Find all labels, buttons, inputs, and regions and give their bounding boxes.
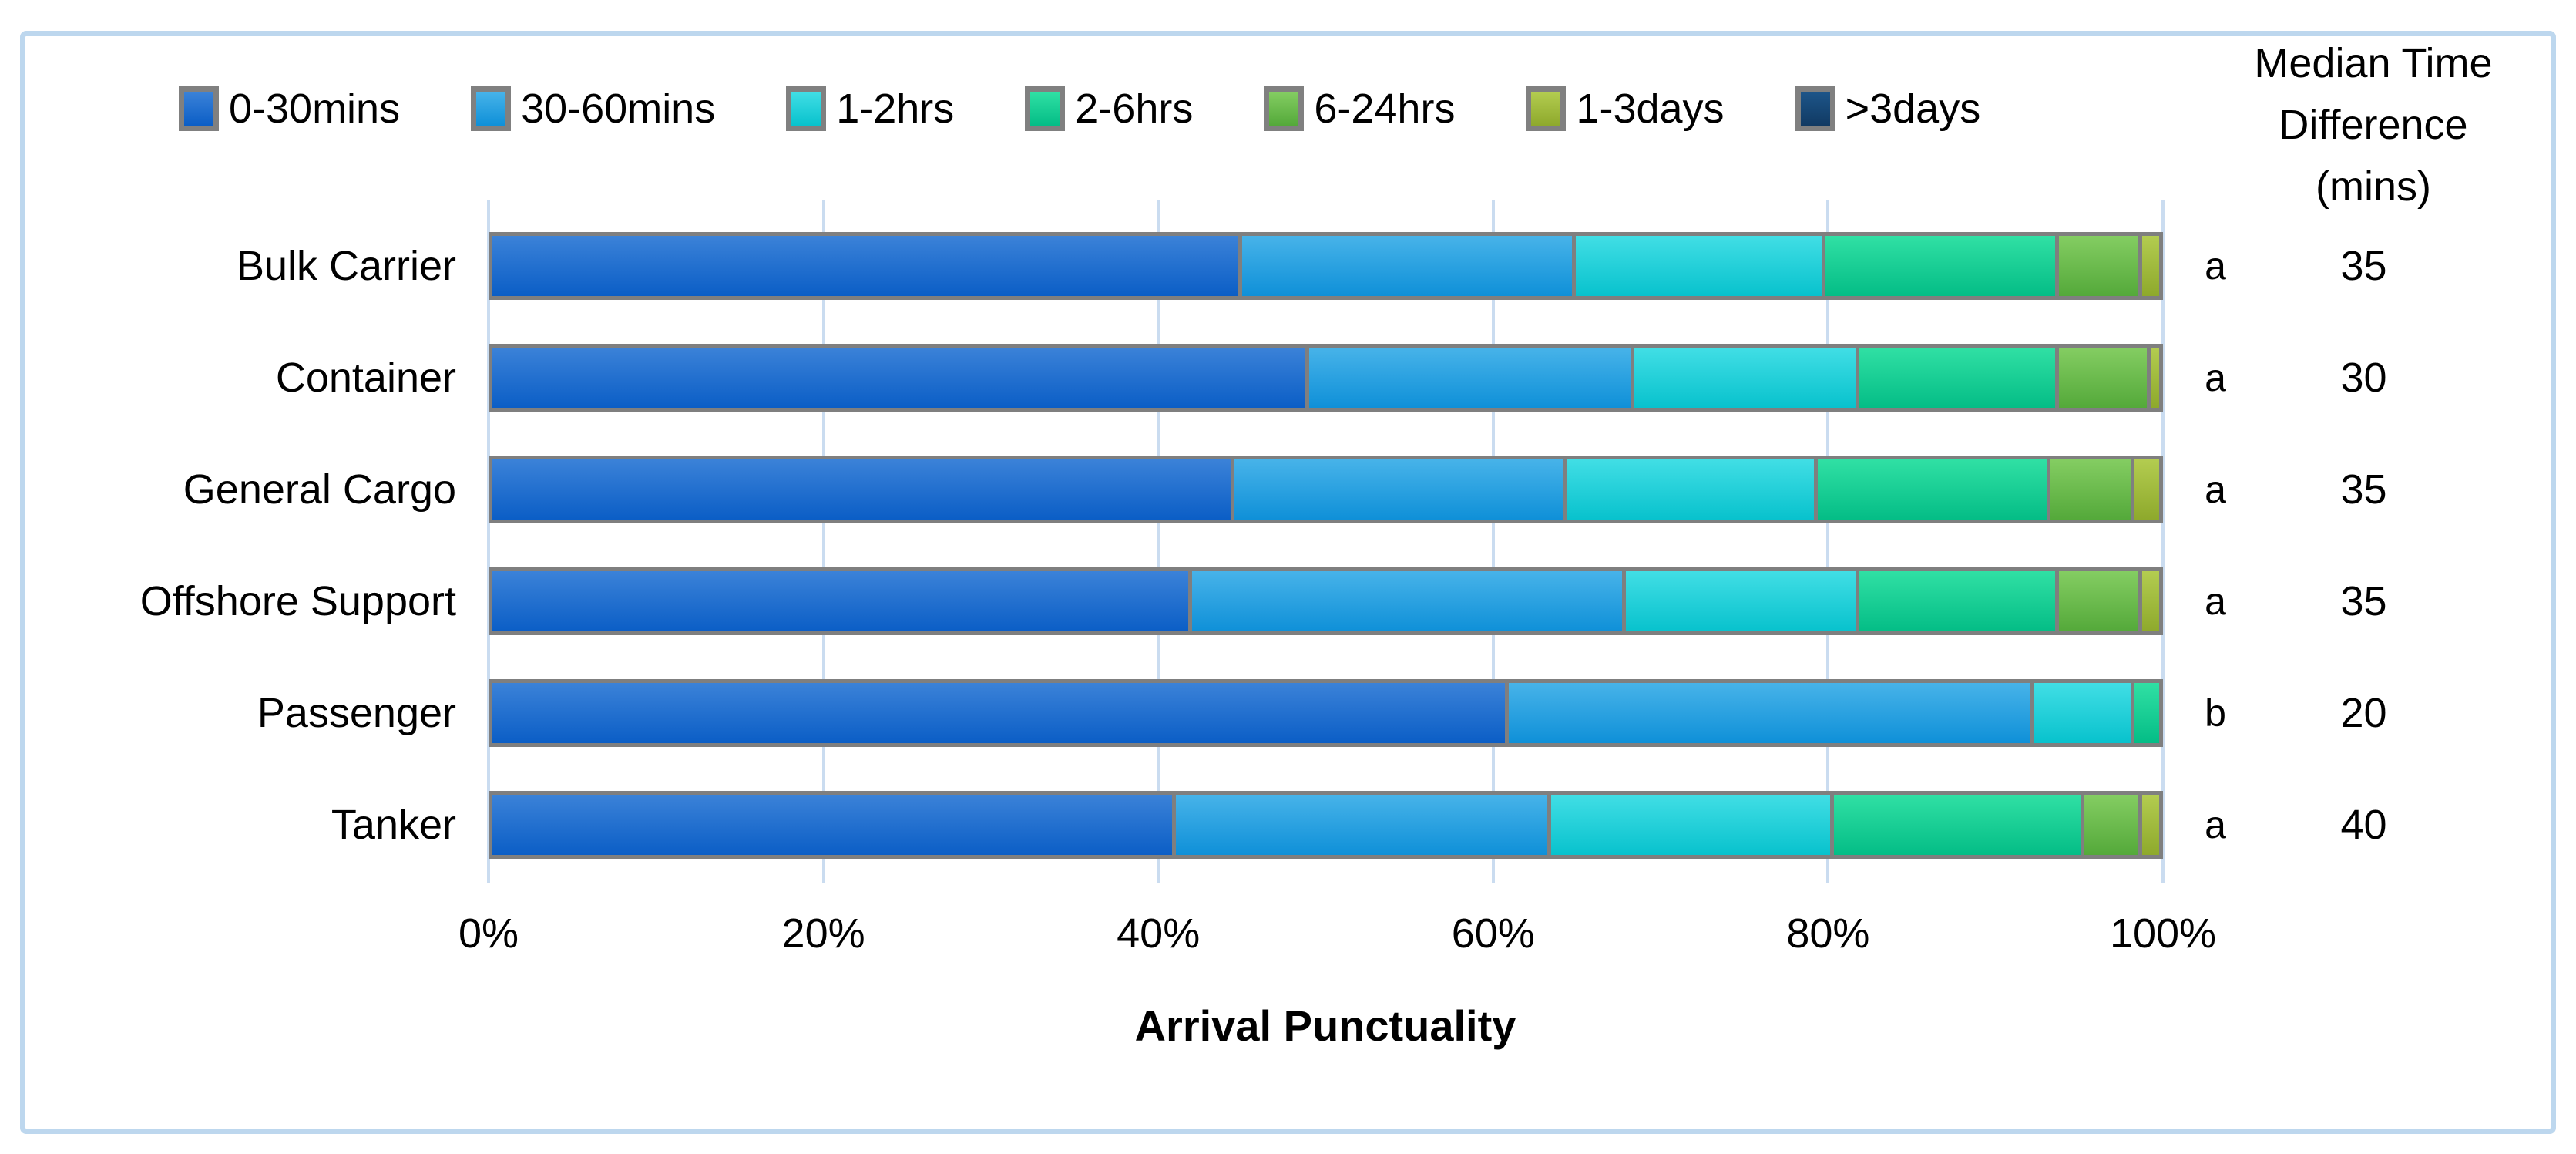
- stacked-bar: [489, 679, 2163, 747]
- legend-item-label: >3days: [1845, 86, 1981, 132]
- bar-segment-1-3days: [2142, 236, 2159, 296]
- bar-segment-6-24hrs: [2084, 795, 2143, 855]
- legend-item-label: 1-3days: [1576, 86, 1725, 132]
- bar-segment-30-60mins: [1192, 571, 1626, 631]
- legend-swatch-icon: [1025, 86, 1066, 131]
- bar-segment-6-24hrs: [2050, 459, 2134, 520]
- category-label: Passenger: [257, 690, 456, 736]
- bar-segment-0-30mins: [492, 795, 1176, 855]
- legend-item-label: 30-60mins: [521, 86, 716, 132]
- bar-segment-0-30mins: [492, 348, 1309, 408]
- bar-segment-6-24hrs: [2059, 348, 2151, 408]
- x-axis-tick: 80%: [1786, 910, 1870, 957]
- bar-segment-1-2hrs: [1634, 348, 1859, 408]
- legend-swatch-icon: [1795, 86, 1835, 131]
- median-value: 20: [2340, 690, 2387, 736]
- median-value: 35: [2340, 578, 2387, 624]
- gridline: [1826, 200, 1830, 883]
- stacked-bar: [489, 232, 2163, 300]
- category-label: Tanker: [331, 802, 456, 848]
- x-axis-title: Arrival Punctuality: [1134, 1001, 1516, 1050]
- gridline: [2161, 200, 2165, 883]
- median-value: 35: [2340, 243, 2387, 289]
- x-axis-tick: 0%: [458, 910, 519, 957]
- legend-swatch-icon: [1264, 86, 1305, 131]
- median-value: 30: [2340, 355, 2387, 401]
- median-header-line1: Median Time: [2254, 40, 2493, 86]
- median-header-line3: (mins): [2316, 163, 2431, 210]
- category-label: General Cargo: [183, 466, 456, 513]
- gridline: [487, 200, 490, 883]
- bar-segment-1-3days: [2142, 795, 2159, 855]
- bar-segment-1-2hrs: [1550, 795, 1835, 855]
- bar-segment-30-60mins: [1175, 795, 1551, 855]
- category-label: Offshore Support: [139, 578, 456, 624]
- bar-segment-30-60mins: [1509, 683, 2034, 743]
- gridline: [1491, 200, 1495, 883]
- bar-segment-0-30mins: [492, 683, 1510, 743]
- significance-letter: a: [2205, 580, 2226, 623]
- bar-segment-1-2hrs: [2034, 683, 2134, 743]
- bar-segment-2-6hrs: [1825, 236, 2060, 296]
- legend-swatch-icon: [179, 86, 219, 131]
- legend-swatch-icon: [786, 86, 827, 131]
- legend-item: 1-2hrs: [786, 83, 954, 134]
- bar-segment-2-6hrs: [1859, 348, 2060, 408]
- significance-letter: a: [2205, 244, 2226, 288]
- gridline: [821, 200, 825, 883]
- median-value: 40: [2340, 802, 2387, 848]
- bar-segment-0-30mins: [492, 236, 1243, 296]
- bar-segment-0-30mins: [492, 571, 1193, 631]
- bar-segment-2-6hrs: [2134, 683, 2159, 743]
- stacked-bar: [489, 567, 2163, 635]
- stacked-bar: [489, 791, 2163, 859]
- bar-segment-2-6hrs: [1859, 571, 2060, 631]
- legend-item-label: 6-24hrs: [1314, 86, 1456, 132]
- legend-item: 2-6hrs: [1025, 83, 1193, 134]
- legend-swatch-icon: [471, 86, 512, 131]
- bar-segment-30-60mins: [1234, 459, 1568, 520]
- bar-segment-30-60mins: [1308, 348, 1634, 408]
- bar-segment-2-6hrs: [1834, 795, 2084, 855]
- significance-letter: a: [2205, 803, 2226, 846]
- legend-item-label: 0-30mins: [229, 86, 401, 132]
- legend-item: 0-30mins: [179, 83, 400, 134]
- legend-item-label: 2-6hrs: [1075, 86, 1194, 132]
- legend-swatch-icon: [1526, 86, 1567, 131]
- bar-segment-2-6hrs: [1817, 459, 2051, 520]
- legend-item: 30-60mins: [471, 83, 715, 134]
- bar-segment-1-2hrs: [1567, 459, 1818, 520]
- stacked-bar: [489, 344, 2163, 412]
- median-value: 35: [2340, 466, 2387, 513]
- significance-letter: a: [2205, 356, 2226, 399]
- category-label: Bulk Carrier: [236, 243, 456, 289]
- bar-segment-0-30mins: [492, 459, 1234, 520]
- legend-item: >3days: [1795, 83, 1981, 134]
- bar-segment-1-2hrs: [1575, 236, 1826, 296]
- bar-segment-1-2hrs: [1625, 571, 1859, 631]
- legend-item: 1-3days: [1526, 83, 1725, 134]
- legend: 0-30mins 30-60mins 1-2hrs 2-6hrs 6-24hrs…: [179, 83, 1980, 134]
- bar-segment-6-24hrs: [2059, 236, 2143, 296]
- bar-segment-1-3days: [2134, 459, 2159, 520]
- legend-item-label: 1-2hrs: [836, 86, 955, 132]
- bar-segment-1-3days: [2142, 571, 2159, 631]
- bar-segment-1-3days: [2151, 348, 2159, 408]
- x-axis-tick: 100%: [2109, 910, 2217, 957]
- significance-letter: b: [2205, 691, 2226, 735]
- gridline: [1157, 200, 1160, 883]
- bar-segment-30-60mins: [1242, 236, 1576, 296]
- legend-item: 6-24hrs: [1264, 83, 1455, 134]
- median-header-line2: Difference: [2279, 102, 2468, 148]
- median-column-header: Median Time Difference (mins): [2188, 32, 2558, 217]
- x-axis-tick: 40%: [1117, 910, 1201, 957]
- bar-segment-6-24hrs: [2059, 571, 2143, 631]
- x-axis-tick: 60%: [1451, 910, 1535, 957]
- stacked-bar: [489, 456, 2163, 523]
- x-axis-tick: 20%: [781, 910, 865, 957]
- category-label: Container: [275, 355, 456, 401]
- significance-letter: a: [2205, 468, 2226, 511]
